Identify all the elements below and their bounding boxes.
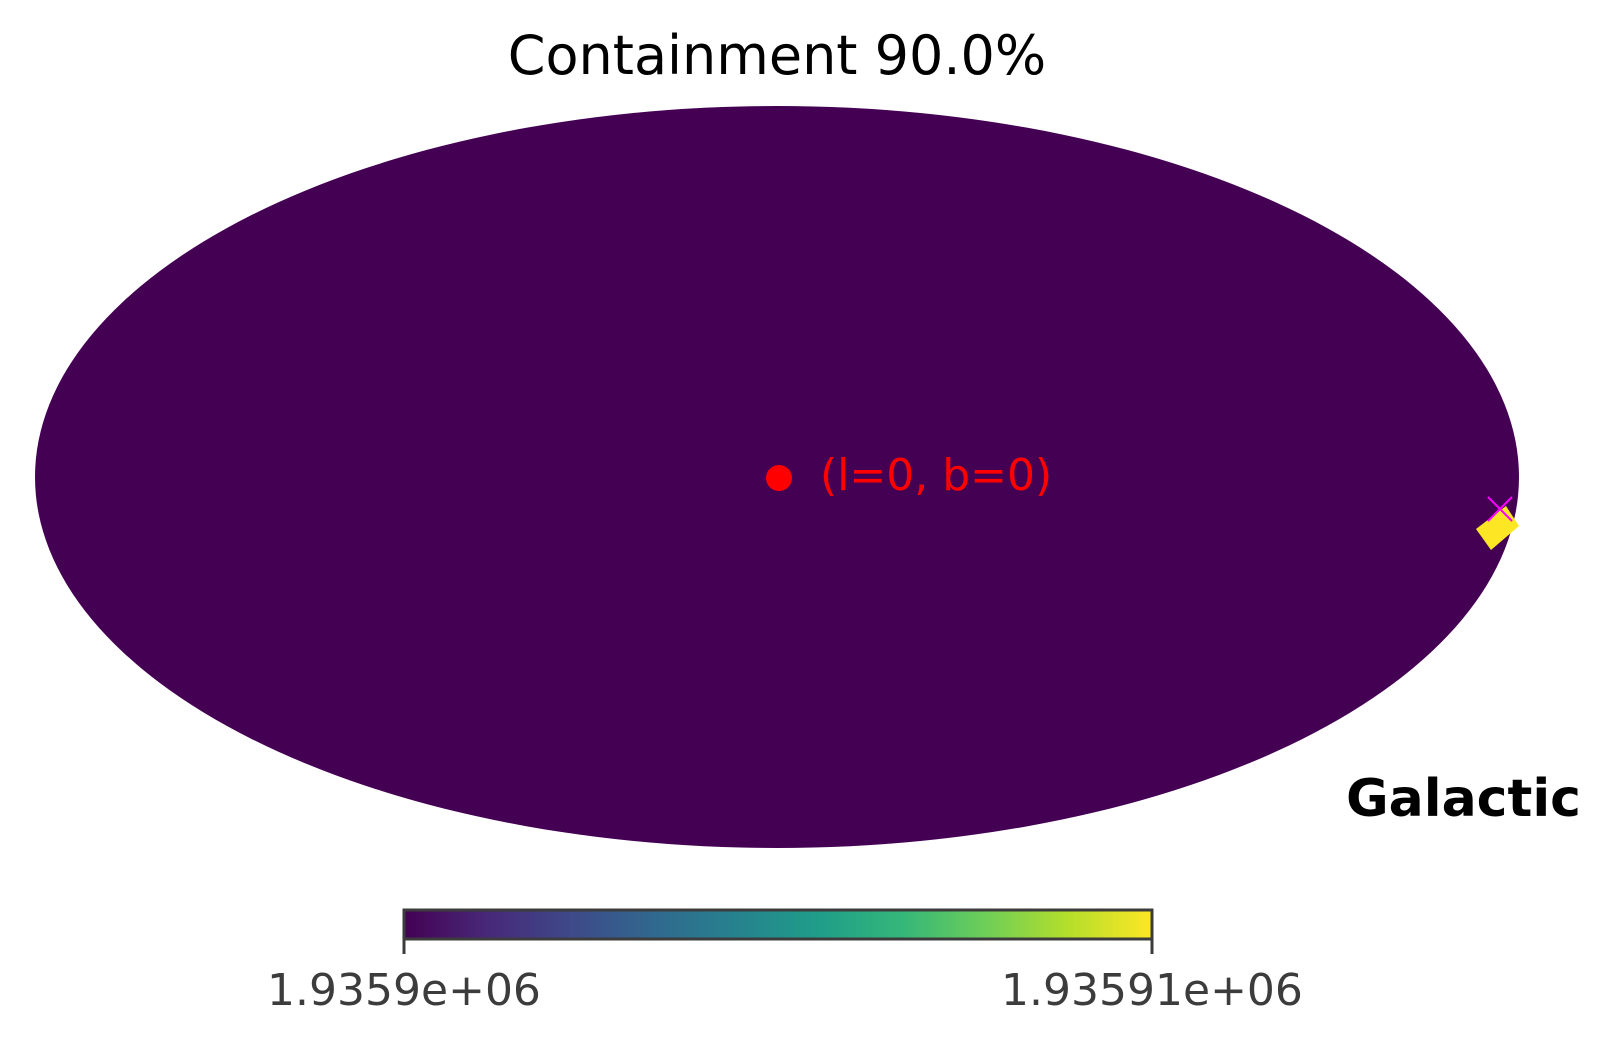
galactic-center-label: (l=0, b=0) — [820, 450, 1052, 501]
map-title: Containment 90.0% — [508, 24, 1046, 87]
colorbar-max-label: 1.93591e+06 — [1001, 965, 1303, 1016]
colorbar-min-label: 1.9359e+06 — [267, 965, 541, 1016]
coordinate-system-label: Galactic — [1346, 769, 1581, 829]
colorbar — [402, 908, 1154, 941]
galactic-center-marker — [766, 465, 792, 491]
source-cross-marker — [1487, 496, 1513, 522]
